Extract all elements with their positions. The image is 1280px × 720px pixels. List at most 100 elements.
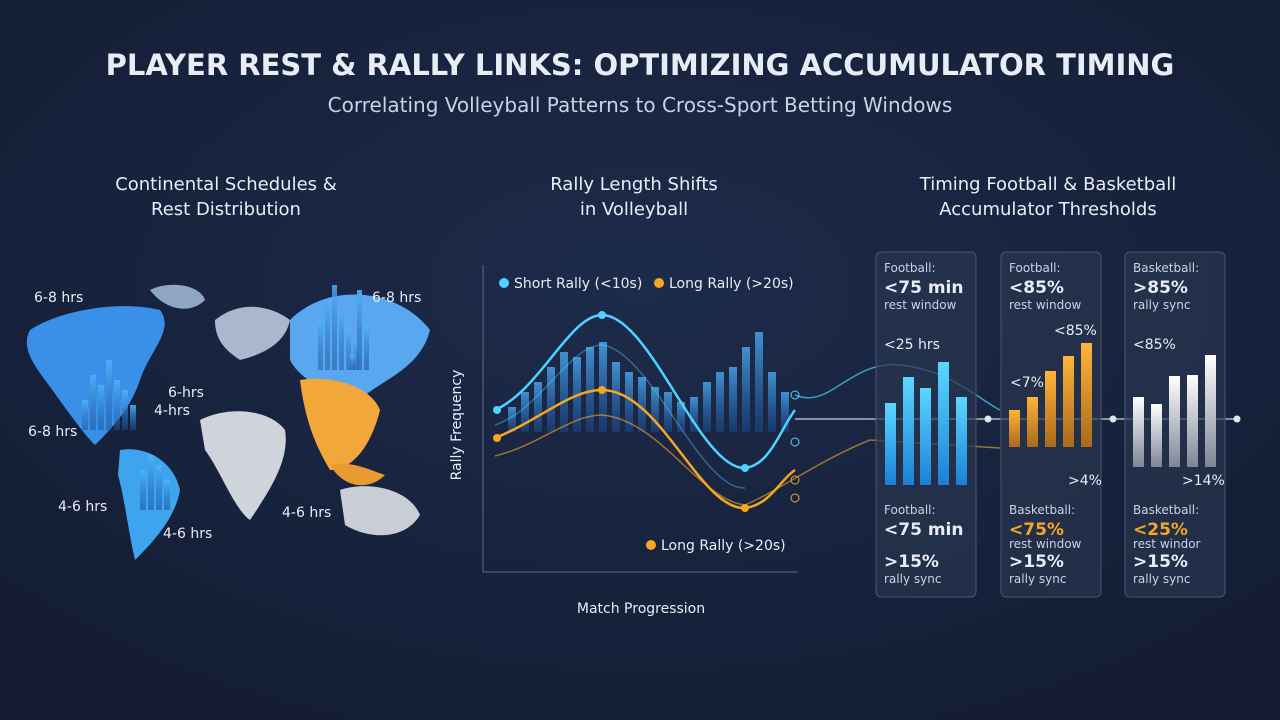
decor-bar <box>703 382 711 432</box>
card-note: >14% <box>1182 473 1225 489</box>
decor-bar <box>903 377 914 485</box>
decor-bar <box>534 382 542 432</box>
decor-bar <box>130 405 136 430</box>
decor-bar <box>1133 397 1144 467</box>
decor-bar <box>364 325 369 370</box>
legend-item: Short Rally (<10s) <box>514 276 642 292</box>
card-note: <7% <box>1010 375 1044 391</box>
card-note: >4% <box>1068 473 1102 489</box>
card-value: <85% <box>1009 278 1064 298</box>
decor-bar <box>1151 404 1162 467</box>
decor-bar <box>164 480 170 510</box>
card-value: <25% <box>1133 520 1188 540</box>
decor-bar <box>560 352 568 432</box>
card-value: >85% <box>1133 278 1188 298</box>
decor-bar <box>729 367 737 432</box>
decor-bar <box>325 300 330 370</box>
decor-bar <box>781 392 789 432</box>
card-value: >15% <box>1133 552 1188 572</box>
decor-bar <box>357 290 362 370</box>
card-value: >15% <box>884 552 939 572</box>
decor-bar <box>90 375 96 430</box>
decor-bar <box>1063 356 1074 447</box>
decor-bar <box>742 347 750 432</box>
decor-bar <box>148 455 154 510</box>
decor-bar <box>956 397 967 485</box>
map-label: 6-hrs <box>168 385 204 401</box>
decor-bar <box>318 320 323 370</box>
panel-title: Timing Football & Basketball <box>919 174 1176 195</box>
panel-title: Rest Distribution <box>151 199 301 220</box>
marker <box>984 415 992 423</box>
decor-bar <box>885 403 896 485</box>
card-label: Basketball: <box>1133 503 1199 517</box>
decor-bar <box>122 390 128 430</box>
card-note: <85% <box>1054 323 1097 339</box>
card-value: <75 min <box>884 278 963 298</box>
card-sub: rest window <box>1009 298 1082 312</box>
card-sub: rally sync <box>1133 298 1190 312</box>
decor-bar <box>586 347 594 432</box>
card-label: Basketball: <box>1009 503 1075 517</box>
decor-bar <box>612 362 620 432</box>
decor-bar <box>638 377 646 432</box>
decor-bar <box>768 372 776 432</box>
decor-bar <box>346 330 351 370</box>
marker <box>1233 415 1241 423</box>
decor-bar <box>1009 410 1020 447</box>
decor-bar <box>1187 375 1198 467</box>
decor-bar <box>106 360 112 430</box>
card-value: <75% <box>1009 520 1064 540</box>
decor-bar <box>1027 397 1038 447</box>
panel-title: in Volleyball <box>580 199 688 220</box>
marker <box>1109 415 1117 423</box>
map-label: 4-hrs <box>154 403 190 419</box>
panel-title: Accumulator Thresholds <box>939 199 1156 220</box>
decor-bar <box>677 402 685 432</box>
panel-title: Continental Schedules & <box>115 174 337 195</box>
threshold-card: Football:<85%rest window<85%<7%>4%Basket… <box>1000 251 1117 598</box>
x-axis-label: Match Progression <box>577 601 705 617</box>
map-label: 4-6 hrs <box>58 499 107 515</box>
decor-bar <box>140 470 146 510</box>
card-label: Football: <box>1009 261 1061 275</box>
map-label: 4-6 hrs <box>163 526 212 542</box>
card-value: >15% <box>1009 552 1064 572</box>
decor-bar <box>332 285 337 370</box>
decor-bar <box>508 407 516 432</box>
decor-bar <box>1169 376 1180 467</box>
decor-bar <box>350 355 355 370</box>
card-sub: rest window <box>1009 537 1082 551</box>
decor-bar <box>1205 355 1216 467</box>
map-label: 6-8 hrs <box>372 290 421 306</box>
card-sub: rest window <box>884 298 957 312</box>
card-label: Football: <box>884 261 936 275</box>
decor-bar <box>690 397 698 432</box>
decor-bar <box>1081 343 1092 447</box>
card-sub: rally sync <box>1009 572 1066 586</box>
decor-bar <box>755 332 763 432</box>
decor-bar <box>625 372 633 432</box>
decor-bar <box>651 387 659 432</box>
card-sub: rally sync <box>1133 572 1190 586</box>
threshold-card: Basketball:>85%rally sync<85%>14%Basketb… <box>1124 251 1241 598</box>
card-label: Basketball: <box>1133 261 1199 275</box>
card-note: <85% <box>1133 337 1176 353</box>
map-label: 6-8 hrs <box>28 424 77 440</box>
map-label: 6-8 hrs <box>34 290 83 306</box>
decor-bar <box>920 388 931 485</box>
decor-bar <box>716 372 724 432</box>
panel-title: Rally Length Shifts <box>550 174 718 195</box>
decor-bar <box>156 465 162 510</box>
decor-bar <box>521 392 529 432</box>
decor-bar <box>1045 371 1056 447</box>
decor-bar <box>547 367 555 432</box>
annotation: Long Rally (>20s) <box>661 538 786 554</box>
decor-bar <box>82 400 88 430</box>
card-sub: rally sync <box>884 572 941 586</box>
decor-bar <box>114 380 120 430</box>
decor-bar <box>339 310 344 370</box>
card-sub: rest windor <box>1133 537 1201 551</box>
